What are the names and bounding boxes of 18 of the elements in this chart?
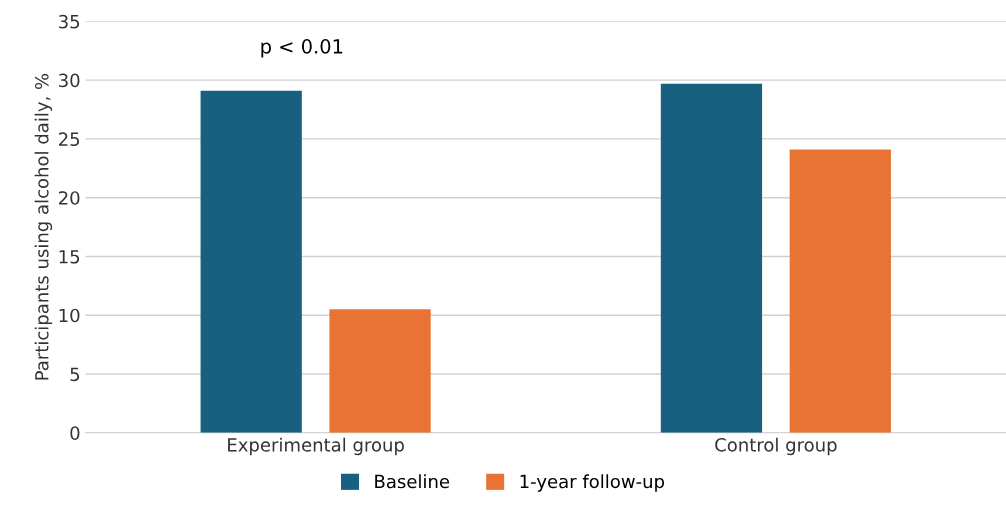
x-tick-label: Experimental group: [228, 437, 404, 456]
y-tick-label: 0: [70, 426, 80, 440]
bar: [660, 83, 763, 433]
y-tick-label: 15: [59, 250, 80, 264]
y-axis-title: Participants using alcohol daily, %: [34, 73, 53, 380]
x-tick-label: Control group: [715, 437, 837, 456]
legend-label: 1-year follow-up: [520, 474, 665, 492]
bar: [200, 90, 302, 433]
y-tick-label: 20: [59, 191, 80, 205]
y-tick-label: 30: [59, 73, 80, 88]
legend-label: Baseline: [375, 474, 450, 489]
y-tick-label: 35: [59, 14, 80, 29]
y-tick-label: 5: [70, 367, 80, 382]
y-tick-label: 25: [59, 132, 80, 147]
bar: [329, 309, 431, 433]
bar: [789, 149, 891, 433]
annotation: p < 0.01: [261, 39, 343, 58]
y-tick-label: 10: [59, 308, 80, 323]
